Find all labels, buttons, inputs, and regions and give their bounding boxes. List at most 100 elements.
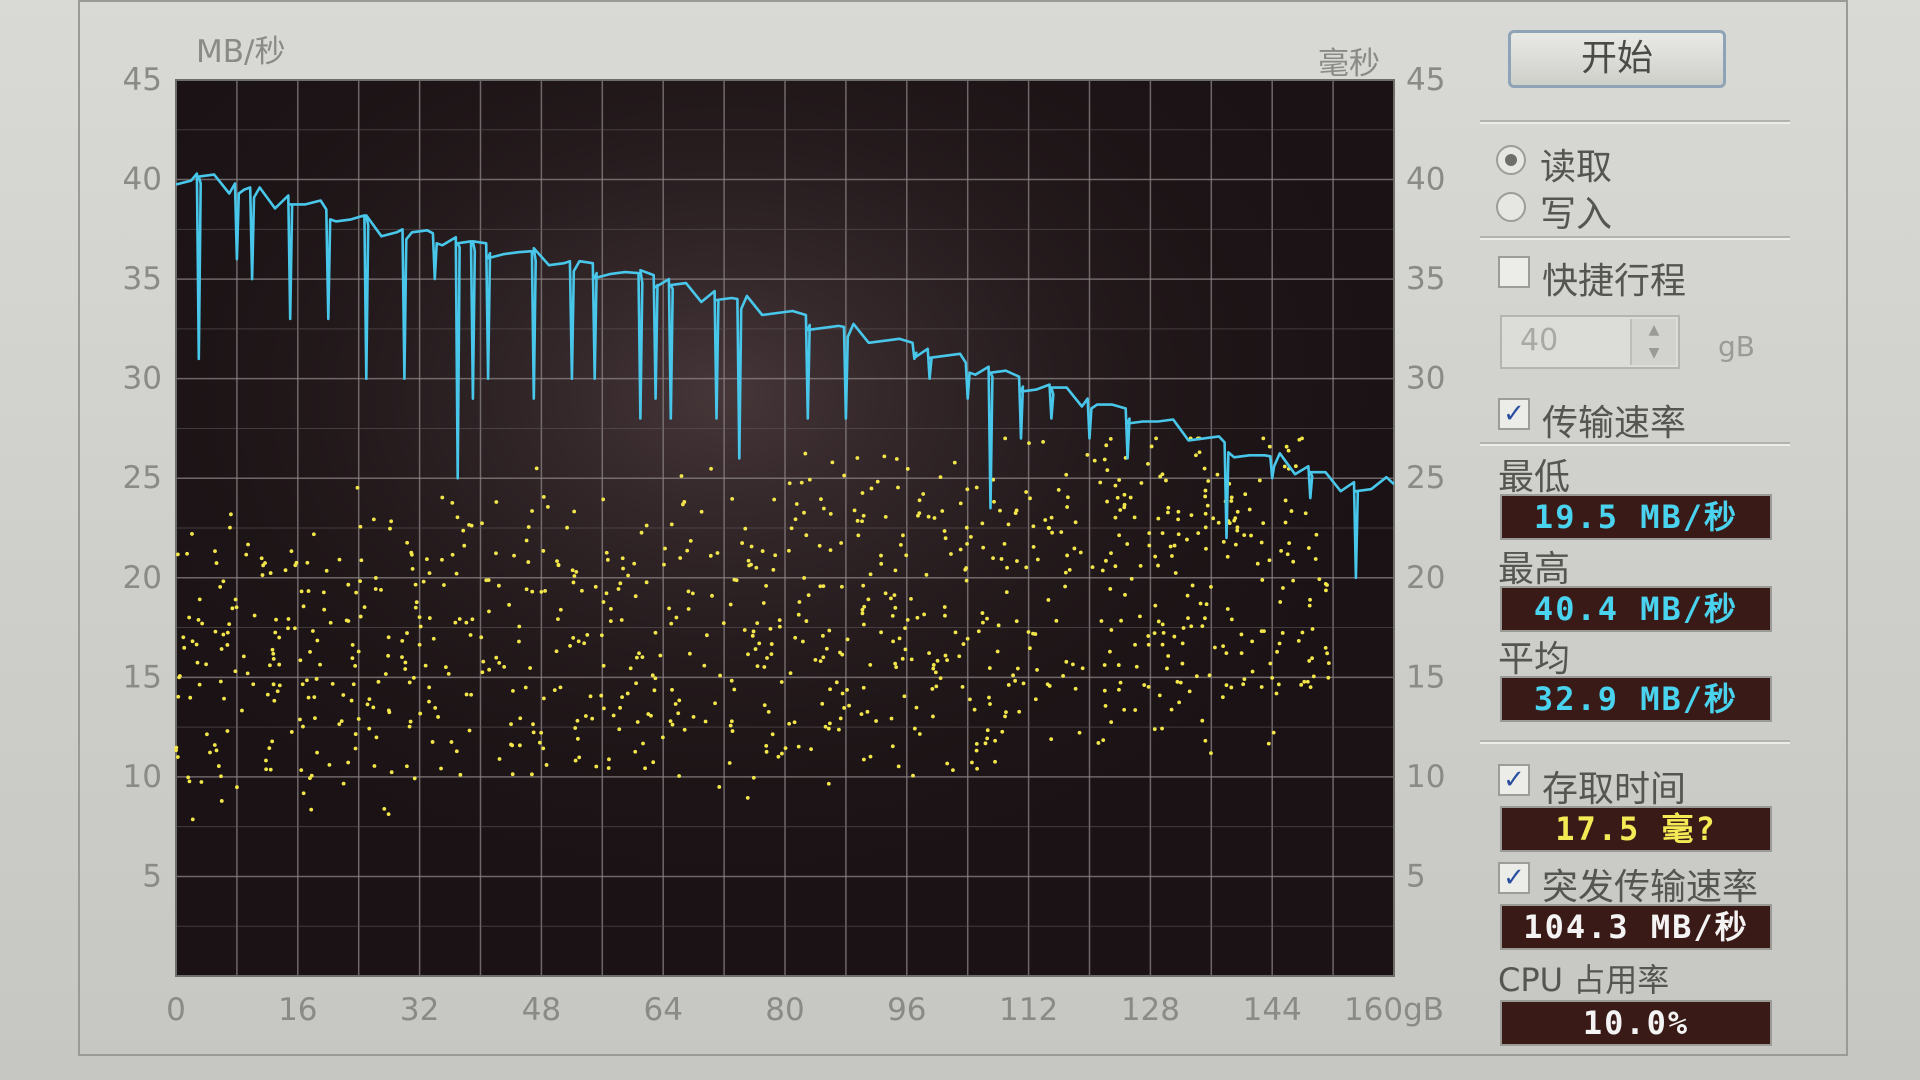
access-time-point — [487, 609, 491, 614]
access-time-point — [468, 633, 473, 637]
write-label: 写入 — [1540, 194, 1613, 235]
access-time-point — [487, 667, 492, 672]
transfer-rate-checkbox[interactable]: ✓ — [1498, 398, 1530, 430]
access-time-point — [1225, 607, 1230, 611]
access-time-point — [1006, 683, 1011, 687]
access-time-point — [208, 750, 212, 755]
access-time-point — [511, 688, 515, 693]
access-time-point — [1071, 662, 1075, 667]
access-time-point — [227, 622, 232, 627]
stepper-arrows[interactable]: ▲ ▼ — [1630, 319, 1676, 365]
chevron-down-icon[interactable]: ▼ — [1648, 345, 1660, 361]
access-time-point — [911, 773, 915, 778]
access-time-point — [212, 743, 217, 747]
access-time-point — [1205, 503, 1210, 508]
access-time-point — [1109, 720, 1114, 724]
access-time-point — [1299, 682, 1304, 687]
access-time-point — [1003, 714, 1007, 719]
access-time-point — [1098, 480, 1103, 485]
access-time-point — [772, 497, 777, 502]
x-tick-label: 160gB — [1344, 992, 1444, 1028]
access-time-point — [927, 651, 931, 656]
access-time-point — [1209, 585, 1213, 589]
access-time-point — [496, 583, 501, 588]
write-radio[interactable] — [1496, 192, 1526, 222]
access-time-point — [379, 587, 383, 592]
access-time-point — [699, 509, 704, 514]
access-time-point — [817, 543, 822, 548]
access-time-point — [836, 727, 841, 732]
access-time-point — [388, 526, 392, 531]
access-time-point — [346, 582, 351, 587]
access-time-point — [1172, 543, 1177, 548]
access-time-point — [860, 491, 865, 495]
access-time-point — [855, 456, 860, 460]
access-time-point — [442, 583, 446, 587]
access-time-point — [964, 566, 969, 570]
access-time-point — [1078, 550, 1083, 555]
access-time-point — [1146, 684, 1151, 689]
access-time-point — [417, 642, 422, 647]
access-time-point — [824, 646, 829, 651]
access-time-point — [1168, 544, 1173, 549]
access-time-point — [537, 740, 542, 745]
access-time-point — [494, 655, 499, 660]
access-time-point — [1004, 590, 1009, 595]
access-time-point — [1054, 618, 1059, 623]
access-time-point — [1277, 641, 1282, 646]
access-time-point — [633, 749, 638, 754]
start-button[interactable]: 开始 — [1508, 30, 1726, 88]
access-time-point — [1286, 448, 1291, 453]
short-stroke-label: 快捷行程 — [1542, 261, 1687, 302]
access-time-point — [1181, 626, 1186, 630]
access-time-point — [1117, 533, 1122, 538]
access-time-point — [625, 691, 630, 696]
access-time-point — [691, 714, 696, 719]
chevron-up-icon[interactable]: ▲ — [1648, 322, 1660, 338]
access-time-point — [1033, 697, 1038, 702]
access-time-point — [670, 722, 675, 727]
access-time-point — [1113, 515, 1118, 520]
access-time-point — [1047, 684, 1052, 688]
access-time-point — [1229, 499, 1234, 503]
access-time-point — [507, 602, 512, 607]
access-time-point — [411, 675, 416, 680]
access-time-point — [574, 569, 579, 574]
burst-rate-checkbox[interactable]: ✓ — [1498, 862, 1530, 894]
access-time-point — [637, 651, 641, 656]
access-time-point — [1324, 588, 1328, 593]
access-time-point — [1259, 540, 1264, 545]
access-time-point — [277, 683, 282, 688]
access-time-point — [174, 745, 179, 750]
access-time-point — [573, 726, 578, 730]
short-stroke-stepper[interactable]: 40 ▲ ▼ — [1500, 315, 1680, 369]
access-time-point — [980, 611, 985, 615]
access-time-point — [809, 747, 813, 752]
access-time-point — [1283, 520, 1288, 525]
access-time-checkbox[interactable]: ✓ — [1498, 764, 1530, 796]
x-tick-label: 128 — [1121, 992, 1180, 1028]
access-time-point — [1306, 546, 1311, 550]
access-time-point — [964, 578, 969, 583]
access-time-point — [407, 680, 412, 685]
access-time-point — [1152, 727, 1157, 732]
access-time-point — [346, 760, 351, 765]
access-time-point — [799, 480, 804, 485]
short-stroke-checkbox[interactable] — [1498, 256, 1530, 288]
access-time-point — [286, 626, 290, 631]
access-time-point — [667, 606, 671, 611]
access-time-point — [350, 643, 355, 647]
access-time-point — [1194, 674, 1199, 679]
access-time-point — [818, 584, 823, 589]
access-time-point — [945, 761, 950, 766]
access-time-point — [1203, 525, 1208, 530]
access-time-point — [1100, 568, 1105, 573]
access-time-point — [1077, 730, 1082, 735]
access-time-point — [410, 566, 415, 571]
access-time-point — [1203, 511, 1208, 516]
read-radio[interactable] — [1496, 145, 1526, 175]
access-time-point — [1117, 478, 1122, 482]
access-time-point — [218, 585, 223, 589]
access-time-point — [893, 661, 898, 666]
right-y-tick-label: 25 — [1406, 460, 1445, 496]
